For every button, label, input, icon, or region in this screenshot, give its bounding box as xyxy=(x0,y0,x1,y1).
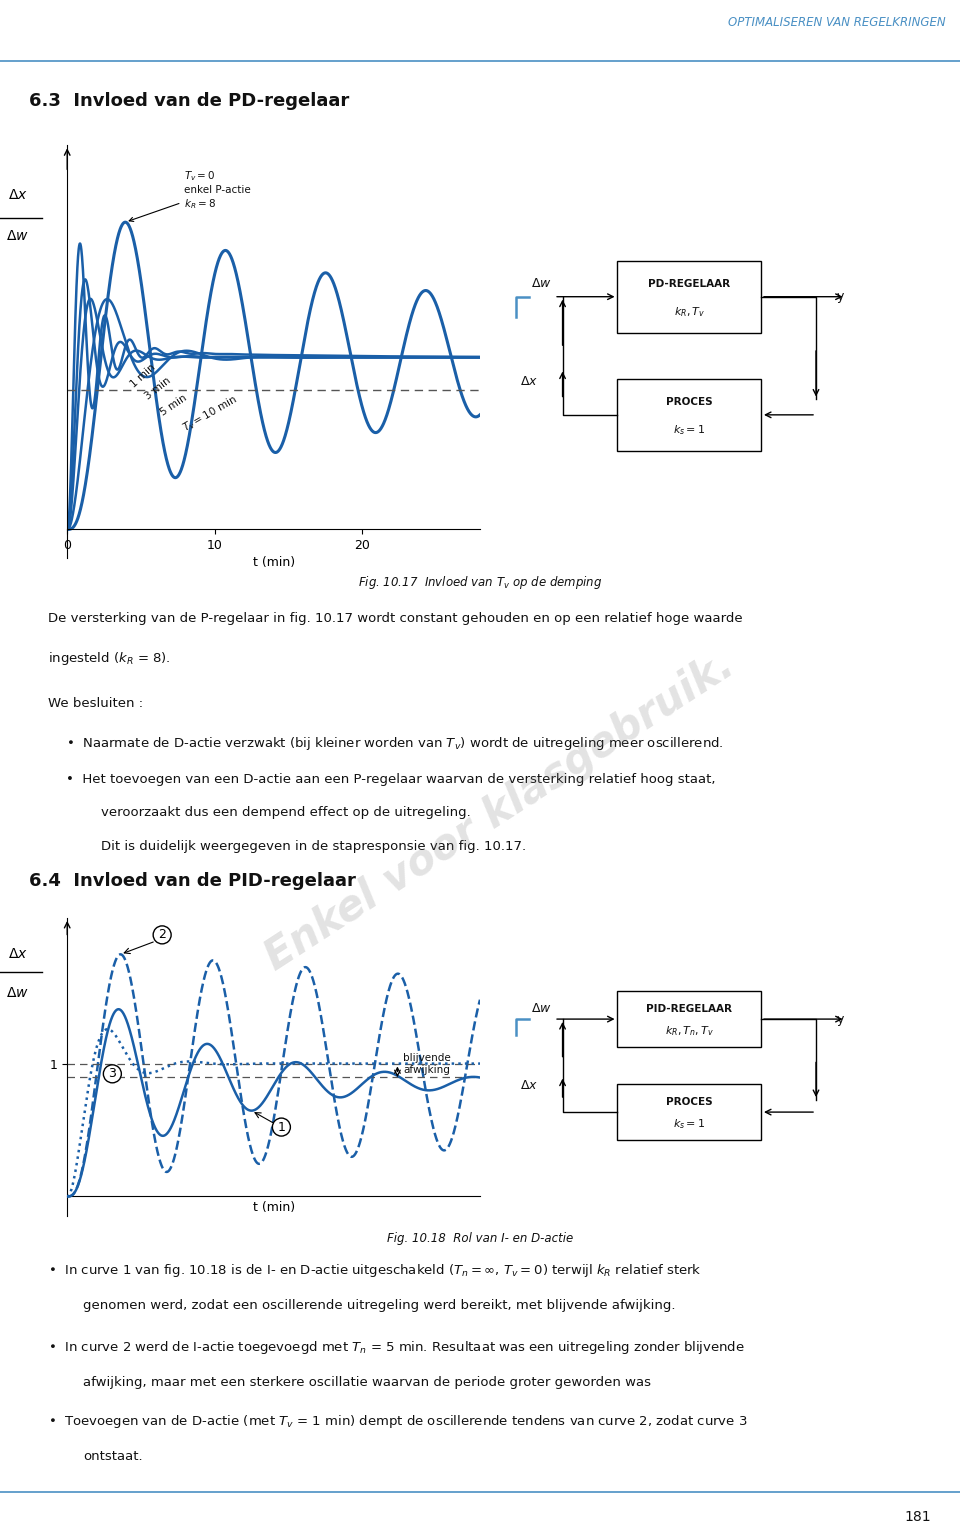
Text: •  Toevoegen van de D-actie (met $T_v$ = 1 min) dempt de oscillerende tendens va: • Toevoegen van de D-actie (met $T_v$ = … xyxy=(48,1414,748,1431)
Text: $k_s = 1$: $k_s = 1$ xyxy=(673,1117,706,1131)
Text: Fig. 10.18  Rol van I- en D-actie: Fig. 10.18 Rol van I- en D-actie xyxy=(387,1232,573,1245)
X-axis label: t (min): t (min) xyxy=(252,557,295,569)
Text: 5 min: 5 min xyxy=(158,393,189,418)
Text: $\Delta x$: $\Delta x$ xyxy=(520,375,539,389)
Text: y: y xyxy=(837,291,845,303)
Text: $\Delta w$: $\Delta w$ xyxy=(6,985,29,999)
Text: $T_v = 0$
enkel P-actie
$k_R = 8$: $T_v = 0$ enkel P-actie $k_R = 8$ xyxy=(130,170,252,222)
Text: •  In curve 2 werd de I-actie toegevoegd met $T_n$ = 5 min. Resultaat was een ui: • In curve 2 werd de I-actie toegevoegd … xyxy=(48,1339,745,1356)
Text: $\Delta w$: $\Delta w$ xyxy=(6,230,29,243)
Text: OPTIMALISEREN VAN REGELKRINGEN: OPTIMALISEREN VAN REGELKRINGEN xyxy=(728,15,946,29)
Text: PROCES: PROCES xyxy=(666,1097,712,1108)
Text: ontstaat.: ontstaat. xyxy=(84,1450,143,1463)
Text: 2: 2 xyxy=(158,929,166,941)
Text: $\Delta x$: $\Delta x$ xyxy=(8,188,28,202)
Text: 1: 1 xyxy=(277,1120,285,1134)
Text: Enkel voor klasgebruik.: Enkel voor klasgebruik. xyxy=(256,643,742,979)
Text: De versterking van de P-regelaar in fig. 10.17 wordt constant gehouden en op een: De versterking van de P-regelaar in fig.… xyxy=(48,612,743,624)
Text: ingesteld ($k_R$ = 8).: ingesteld ($k_R$ = 8). xyxy=(48,650,171,667)
Text: PID-REGELAAR: PID-REGELAAR xyxy=(646,1004,732,1014)
Text: Dit is duidelijk weergegeven in de stapresponsie van fig. 10.17.: Dit is duidelijk weergegeven in de stapr… xyxy=(101,840,526,852)
Text: PD-REGELAAR: PD-REGELAAR xyxy=(648,278,731,289)
Text: $T_v = 10$ min: $T_v = 10$ min xyxy=(180,393,240,436)
Text: 181: 181 xyxy=(904,1510,931,1524)
Text: $\Delta w$: $\Delta w$ xyxy=(531,277,552,291)
Text: We besluiten :: We besluiten : xyxy=(48,698,143,710)
FancyBboxPatch shape xyxy=(617,260,761,332)
Text: PROCES: PROCES xyxy=(666,396,712,407)
Text: •  In curve 1 van fig. 10.18 is de I- en D-actie uitgeschakeld ($T_n = \infty$, : • In curve 1 van fig. 10.18 is de I- en … xyxy=(48,1262,702,1279)
FancyBboxPatch shape xyxy=(617,1083,761,1140)
FancyBboxPatch shape xyxy=(617,379,761,451)
Text: $\Delta x$: $\Delta x$ xyxy=(8,947,28,961)
FancyBboxPatch shape xyxy=(617,991,761,1048)
X-axis label: t (min): t (min) xyxy=(252,1201,295,1213)
Text: $k_R, T_v$: $k_R, T_v$ xyxy=(674,304,705,320)
Text: y: y xyxy=(837,1013,845,1025)
Text: 3 min: 3 min xyxy=(143,375,173,401)
Text: 6.4  Invloed van de PID-regelaar: 6.4 Invloed van de PID-regelaar xyxy=(29,872,355,890)
Text: •  Het toevoegen van een D-actie aan een P-regelaar waarvan de versterking relat: • Het toevoegen van een D-actie aan een … xyxy=(65,773,715,786)
Text: blijvende
afwijking: blijvende afwijking xyxy=(403,1053,451,1074)
Text: afwijking, maar met een sterkere oscillatie waarvan de periode groter geworden w: afwijking, maar met een sterkere oscilla… xyxy=(84,1375,651,1389)
Text: genomen werd, zodat een oscillerende uitregeling werd bereikt, met blijvende afw: genomen werd, zodat een oscillerende uit… xyxy=(84,1299,676,1313)
Text: $\Delta w$: $\Delta w$ xyxy=(531,1002,552,1016)
Text: veroorzaakt dus een dempend effect op de uitregeling.: veroorzaakt dus een dempend effect op de… xyxy=(101,806,470,820)
Text: •  Naarmate de D-actie verzwakt (bij kleiner worden van $T_v$) wordt de uitregel: • Naarmate de D-actie verzwakt (bij klei… xyxy=(65,736,723,753)
Text: $\Delta x$: $\Delta x$ xyxy=(520,1079,539,1092)
Text: $k_R, T_n, T_v$: $k_R, T_n, T_v$ xyxy=(664,1024,714,1039)
Text: 1 min: 1 min xyxy=(129,363,156,390)
Text: $k_s = 1$: $k_s = 1$ xyxy=(673,424,706,438)
Text: 3: 3 xyxy=(108,1068,116,1080)
Text: 6.3  Invloed van de PD-regelaar: 6.3 Invloed van de PD-regelaar xyxy=(29,92,349,110)
Text: Fig. 10.17  Invloed van $T_v$ op de demping: Fig. 10.17 Invloed van $T_v$ op de dempi… xyxy=(358,574,602,592)
